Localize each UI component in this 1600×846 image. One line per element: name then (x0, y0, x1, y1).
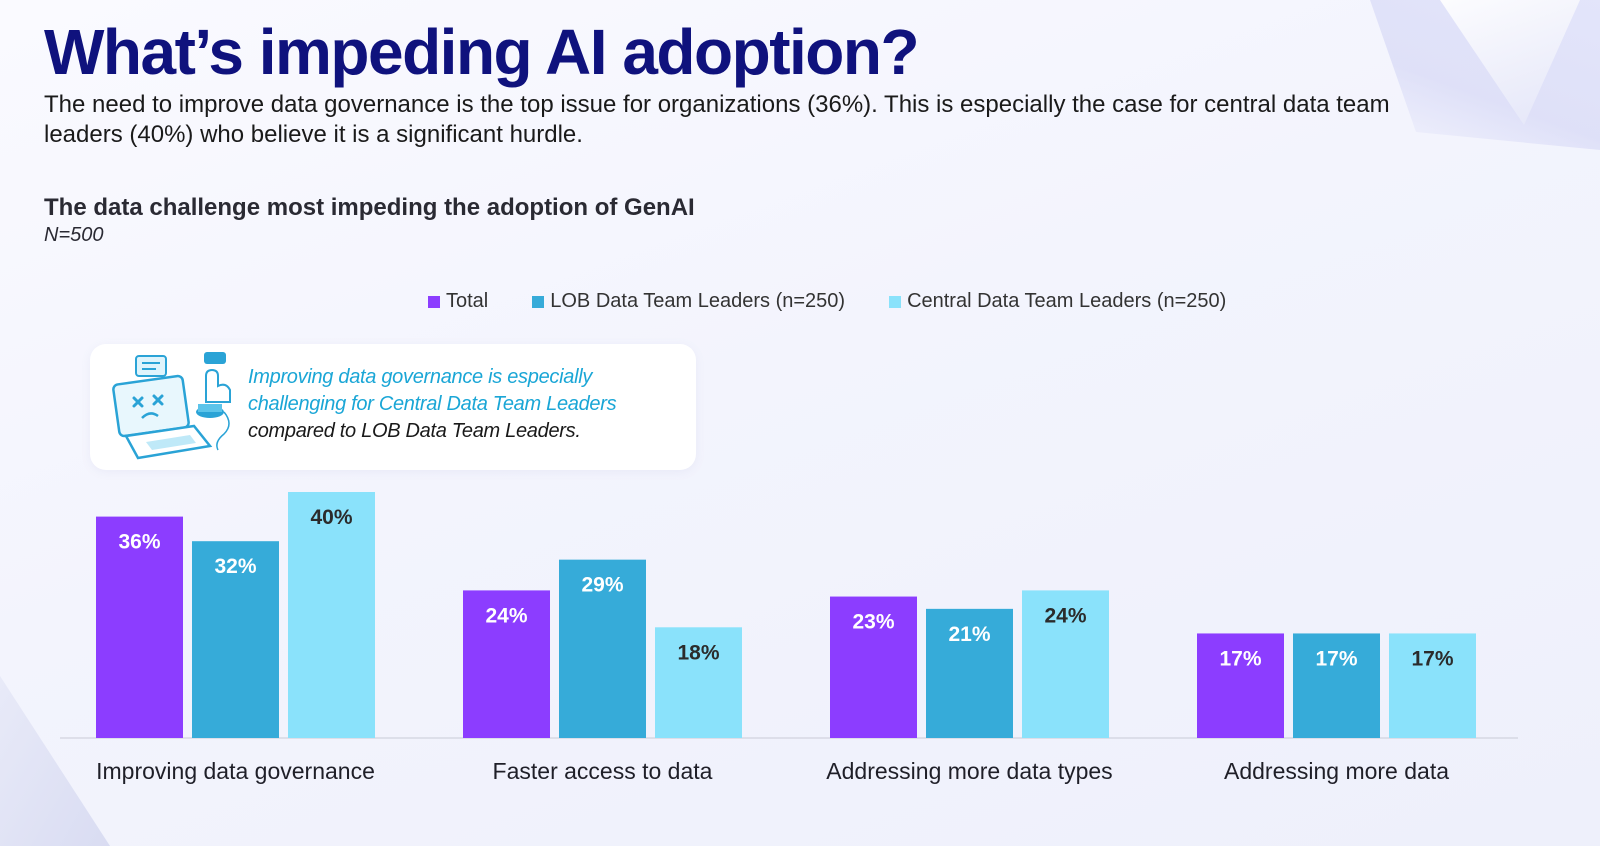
data-label-1-series-2: 18% (677, 641, 719, 664)
data-label-3-series-1: 17% (1315, 647, 1357, 670)
bar-3-series-1 (1293, 633, 1380, 738)
callout-highlight-line-2: challenging for Central Data Team Leader… (248, 393, 617, 415)
legend-swatch-total (428, 295, 440, 308)
bar-0-series-1 (192, 541, 279, 738)
data-label-1-series-1: 29% (581, 574, 623, 597)
bar-1-series-0 (463, 590, 550, 738)
legend-label-central: Central Data Team Leaders (n=250) (907, 290, 1227, 312)
page-title: What’s impeding AI adoption? (44, 16, 920, 88)
legend-item-lob: LOB Data Team Leaders (n=250) (532, 290, 845, 313)
category-label-2: Addressing more data types (826, 758, 1112, 784)
data-label-3-series-2: 17% (1411, 647, 1453, 670)
data-label-0-series-2: 40% (310, 506, 352, 529)
bar-2-series-2 (1022, 590, 1109, 738)
bar-1-series-1 (559, 559, 646, 738)
category-label-0: Improving data governance (96, 758, 375, 784)
data-label-2-series-2: 24% (1044, 604, 1086, 627)
data-label-2-series-0: 23% (852, 611, 894, 634)
chart-legend: Total LOB Data Team Leaders (n=250) Cent… (428, 290, 1270, 313)
data-label-0-series-1: 32% (214, 555, 256, 578)
bar-2-series-0 (830, 596, 917, 738)
legend-label-lob: LOB Data Team Leaders (n=250) (550, 290, 846, 312)
bar-0-series-2 (288, 492, 375, 738)
chart-title: The data challenge most impeding the ado… (44, 194, 695, 221)
legend-swatch-lob (532, 295, 545, 308)
data-label-3-series-0: 17% (1219, 647, 1261, 670)
bar-3-series-0 (1197, 633, 1284, 738)
page-subtitle: The need to improve data governance is t… (44, 91, 1390, 148)
chart-sample-size: N=500 (44, 224, 104, 246)
legend-item-central: Central Data Team Leaders (n=250) (889, 290, 1226, 313)
legend-item-total: Total (428, 290, 488, 313)
data-label-2-series-1: 21% (948, 623, 990, 646)
laptop-error-icon (106, 346, 236, 471)
category-label-1: Faster access to data (493, 758, 713, 784)
bar-3-series-2 (1389, 633, 1476, 738)
legend-swatch-central (889, 295, 902, 308)
legend-label-total: Total (446, 290, 489, 312)
data-label-0-series-0: 36% (118, 531, 160, 554)
callout-rest-line: compared to LOB Data Team Leaders. (248, 420, 581, 442)
bar-1-series-2 (655, 627, 742, 738)
category-label-3: Addressing more data (1224, 758, 1449, 784)
bar-2-series-1 (926, 608, 1013, 738)
bar-0-series-0 (96, 516, 183, 738)
callout-box: Improving data governance is especially … (90, 344, 696, 470)
data-label-1-series-0: 24% (485, 604, 527, 627)
callout-highlight-line-1: Improving data governance is especially (248, 366, 593, 388)
callout-text: Improving data governance is especially … (248, 364, 688, 445)
